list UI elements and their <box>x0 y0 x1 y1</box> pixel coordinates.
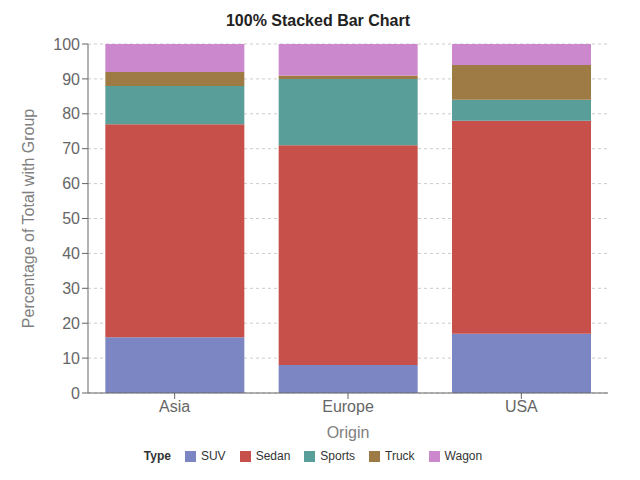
svg-text:80: 80 <box>62 105 80 122</box>
html-text:Wagon: Wagon <box>444 449 483 463</box>
svg-text:USA: USA <box>505 398 538 415</box>
svg-text:Europe: Europe <box>322 398 374 415</box>
svg-text:60: 60 <box>62 175 80 192</box>
html-text:Truck: Truck <box>385 449 415 463</box>
html-text:Sedan: Sedan <box>255 449 291 463</box>
html-text:Type: Type <box>143 449 171 463</box>
html-text:SUV: SUV <box>201 449 226 463</box>
html-text:100% Stacked Bar Chart: 100% Stacked Bar Chart <box>226 12 410 29</box>
svg-text:100: 100 <box>53 36 80 53</box>
svg-text:30: 30 <box>62 280 80 297</box>
html-text:Sports: Sports <box>320 449 355 463</box>
svg-text:70: 70 <box>62 140 80 157</box>
svg-text:Origin: Origin <box>327 424 370 441</box>
svg-text:20: 20 <box>62 315 80 332</box>
svg-text:10: 10 <box>62 350 80 367</box>
svg-text:90: 90 <box>62 71 80 88</box>
svg-text:0: 0 <box>71 385 80 402</box>
svg-text:Asia: Asia <box>159 398 190 415</box>
svg-text:50: 50 <box>62 210 80 227</box>
svg-text:Percentage of Total with Group: Percentage of Total with Group <box>20 109 37 328</box>
svg-text:40: 40 <box>62 245 80 262</box>
